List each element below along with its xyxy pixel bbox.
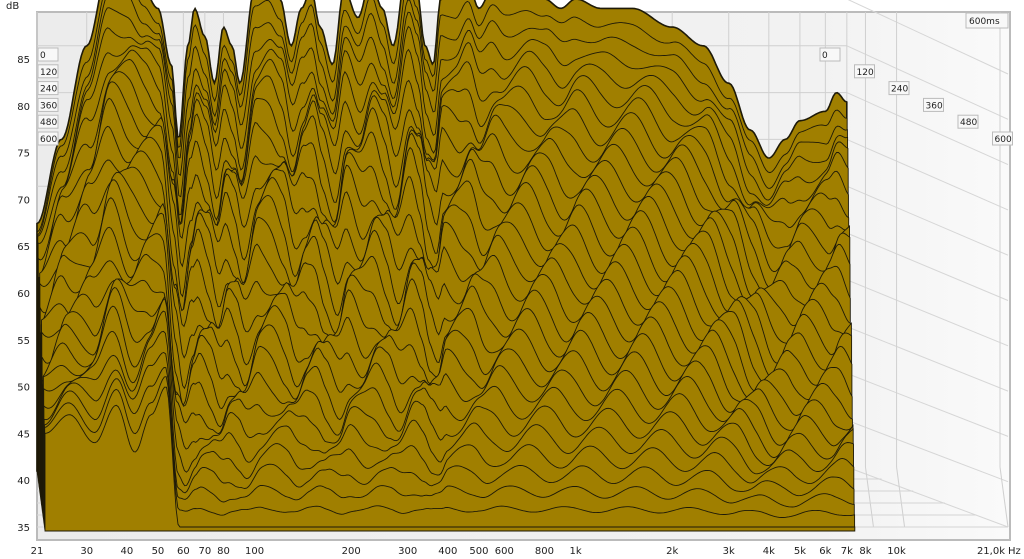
time-label-left: 240 [37,81,59,96]
y-axis: 35 40 45 50 55 60 65 70 75 80 85 [17,55,30,534]
waterfall-slice [43,351,855,526]
y-tick-label: 55 [17,336,30,347]
time-label-left: 360 [37,97,59,112]
grid-line [846,466,1009,528]
x-tick-label: 21 [31,546,44,557]
y-tick-label: 70 [17,195,30,206]
time-label-right: 120 [854,64,875,79]
waterfall-slice [44,386,856,532]
time-unit-label: 600ms [965,12,1009,29]
y-tick-label: 40 [17,476,30,487]
x-tick-label: 60 [177,546,190,557]
x-tick-label: 50 [152,546,165,557]
x-tick-label: 600 [495,546,514,557]
floor-line [896,466,906,528]
x-tick-label: 100 [245,546,264,557]
y-tick-label: 60 [17,289,30,300]
svg-text:600ms: 600ms [969,17,1000,27]
time-label-right: 600 [992,131,1013,146]
x-tick-label: 40 [120,546,133,557]
svg-text:0: 0 [40,51,46,61]
svg-text:240: 240 [40,85,57,95]
time-labels: 0 0 120 120 240 240 360 360 480 480 600 600 [37,47,1013,146]
svg-text:0: 0 [822,51,828,61]
grid-line [846,185,1009,256]
time-label-right: 240 [888,81,910,96]
x-tick-label: 30 [80,546,93,557]
grid-line [846,45,1009,120]
grid-line [846,279,1009,347]
x-tick-label: 300 [398,546,417,557]
y-tick-label: 45 [17,429,30,440]
y-axis-label: dB [6,1,19,12]
x-tick-label: 10k [887,546,906,557]
svg-text:360: 360 [40,101,57,111]
svg-text:600: 600 [995,135,1012,145]
y-tick-label: 75 [17,149,30,160]
time-label-left: 480 [37,114,59,129]
floor-line [864,466,874,528]
x-tick-label: 1k [569,546,581,557]
x-tick-label: 4k [763,546,775,557]
x-tick-label: 500 [469,546,488,557]
x-tick-label: 400 [438,546,457,557]
svg-text:240: 240 [891,85,908,95]
y-tick-label: 35 [17,523,30,534]
grid-line [847,0,1009,75]
svg-text:480: 480 [960,118,977,128]
y-tick-label: 65 [17,242,30,253]
time-label-left: 600 [37,131,59,146]
time-label-left: 0 [37,47,59,62]
x-unit-label: Hz [1008,546,1021,557]
svg-text:600: 600 [40,135,57,145]
svg-text:480: 480 [40,118,57,128]
x-tick-label: 8k [859,546,871,557]
grid-line [846,138,1009,211]
grid-line [846,92,1009,166]
x-tick-label: 70 [198,546,211,557]
y-tick-label: 80 [17,102,30,113]
svg-text:360: 360 [926,101,943,111]
time-label-right: 480 [957,114,979,129]
x-tick-label: 3k [723,546,735,557]
x-tick-label: 80 [217,546,230,557]
y-tick-label: 50 [17,383,30,394]
grid-line [846,326,1009,392]
grid-line [846,232,1009,301]
floor-line [999,466,1009,528]
svg-text:120: 120 [40,68,57,78]
x-tick-label: 6k [819,546,831,557]
x-tick-label: 800 [535,546,554,557]
time-label-right: 360 [923,97,944,112]
svg-text:120: 120 [857,68,874,78]
x-tick-label: 200 [342,546,361,557]
x-tick-label: 5k [794,546,806,557]
x-tick-label: 7k [841,546,853,557]
waterfall-slices [36,0,856,532]
time-label-right: 0 [819,47,841,62]
grid-line [846,372,1009,437]
grid-line [846,419,1009,483]
x-tick-label: 2k [666,546,678,557]
x-axis: 21 30 40 50 60 70 80 100 200 300 400 500 600 800 1k 2k 3… [31,546,1006,557]
x-tick-label: 21,0k [977,546,1005,557]
time-label-left: 120 [37,64,59,79]
y-tick-label: 85 [17,55,30,66]
